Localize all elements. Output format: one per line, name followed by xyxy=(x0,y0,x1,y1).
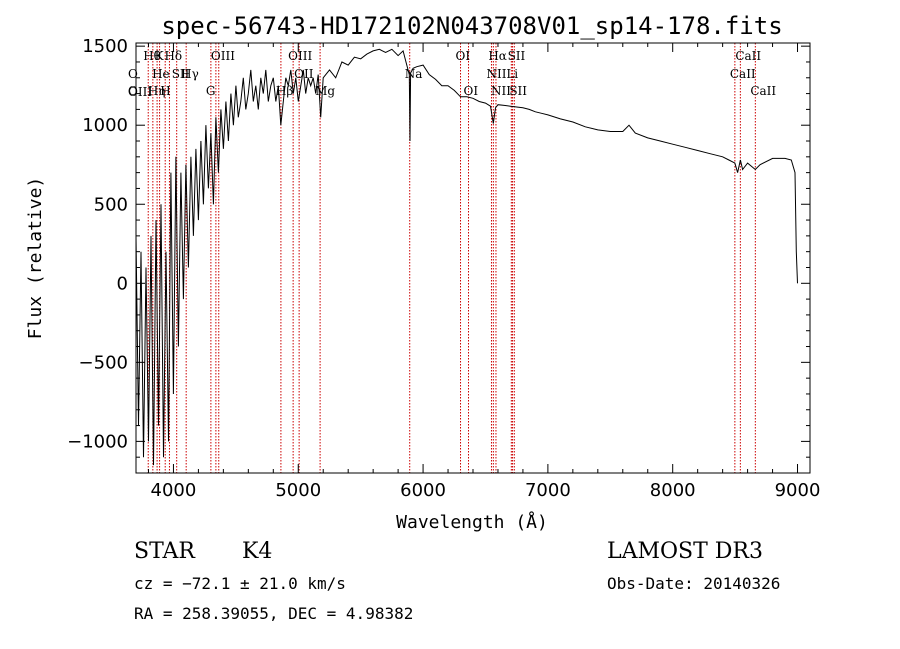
spectral-line-label: Hη xyxy=(148,84,166,98)
x-tick-label: 8000 xyxy=(650,480,696,501)
spectral-line-label: Hγ xyxy=(181,67,199,81)
x-tick-label: 6000 xyxy=(400,480,446,501)
spectral-line-label: Mg xyxy=(315,84,335,98)
coordinates: RA = 258.39055, DEC = 4.98382 xyxy=(134,604,414,623)
x-tick-label: 9000 xyxy=(775,480,821,501)
x-axis-label: Wavelength (Å) xyxy=(396,511,548,533)
chart-title: spec-56743-HD172102N043708V01_sp14-178.f… xyxy=(161,12,782,40)
spectral-line-label: NII xyxy=(486,67,506,81)
spectral-line-label: O xyxy=(128,67,138,81)
spectral-line-label: CaII xyxy=(750,84,776,98)
spectral-line-label: H xyxy=(160,84,170,98)
spectral-line-markers xyxy=(147,43,756,473)
x-tick-label: 4000 xyxy=(151,480,197,501)
spectral-line-label: G xyxy=(206,84,216,98)
spectral-line-label: Hδ xyxy=(164,49,182,63)
survey-name: LAMOST DR3 xyxy=(607,539,763,564)
spectral-line-label: CaII xyxy=(735,49,761,63)
spectral-line-label: OIII xyxy=(211,49,235,63)
x-axis: 4000 5000 6000 7000 8000 9000 xyxy=(147,43,821,501)
spectral-line-label: SII xyxy=(508,49,526,63)
x-tick-label: 5000 xyxy=(275,480,321,501)
spectrum-line xyxy=(135,48,798,466)
spectral-line-label: OI xyxy=(464,84,479,98)
spectral-line-label: OIII xyxy=(288,49,312,63)
y-tick-label: 0 xyxy=(117,273,128,294)
redshift-cz: cz = −72.1 ± 21.0 km/s xyxy=(134,574,346,593)
object-subclass: K4 xyxy=(242,539,273,564)
y-axis-label: Flux (relative) xyxy=(25,177,46,340)
y-tick-label: 1500 xyxy=(82,36,128,57)
spectral-line-label: NII xyxy=(491,84,511,98)
y-tick-label: 1000 xyxy=(82,115,128,136)
spectral-line-label: OIII xyxy=(128,85,152,99)
spectral-line-label: Hθ xyxy=(143,49,161,63)
spectral-line-labels: HθHηHeKHHδSIIHγGOIIIHβOIIIOIIMgNaOIOINII… xyxy=(128,49,776,99)
y-tick-label: 500 xyxy=(94,194,128,215)
y-axis: −1000 −500 0 500 1000 1500 xyxy=(67,36,810,458)
x-tick-label: 7000 xyxy=(525,480,571,501)
spectral-line-label: OI xyxy=(456,49,471,63)
spectral-line-label: Hα xyxy=(488,49,507,63)
spectral-line-label: O xyxy=(128,84,138,98)
spectrum-series xyxy=(135,48,798,466)
spectral-line-label: He xyxy=(152,67,170,81)
observation-date: Obs-Date: 20140326 xyxy=(607,574,781,593)
spectral-line-label: SII xyxy=(509,84,527,98)
y-tick-label: −500 xyxy=(79,352,128,373)
object-class: STAR xyxy=(134,539,195,564)
spectral-line-label: SII xyxy=(172,67,190,81)
y-tick-label: −1000 xyxy=(67,431,128,452)
spectral-line-label: Li xyxy=(506,67,518,81)
spectral-line-label: K xyxy=(155,49,165,63)
spectral-line-label: CaII xyxy=(730,67,756,81)
